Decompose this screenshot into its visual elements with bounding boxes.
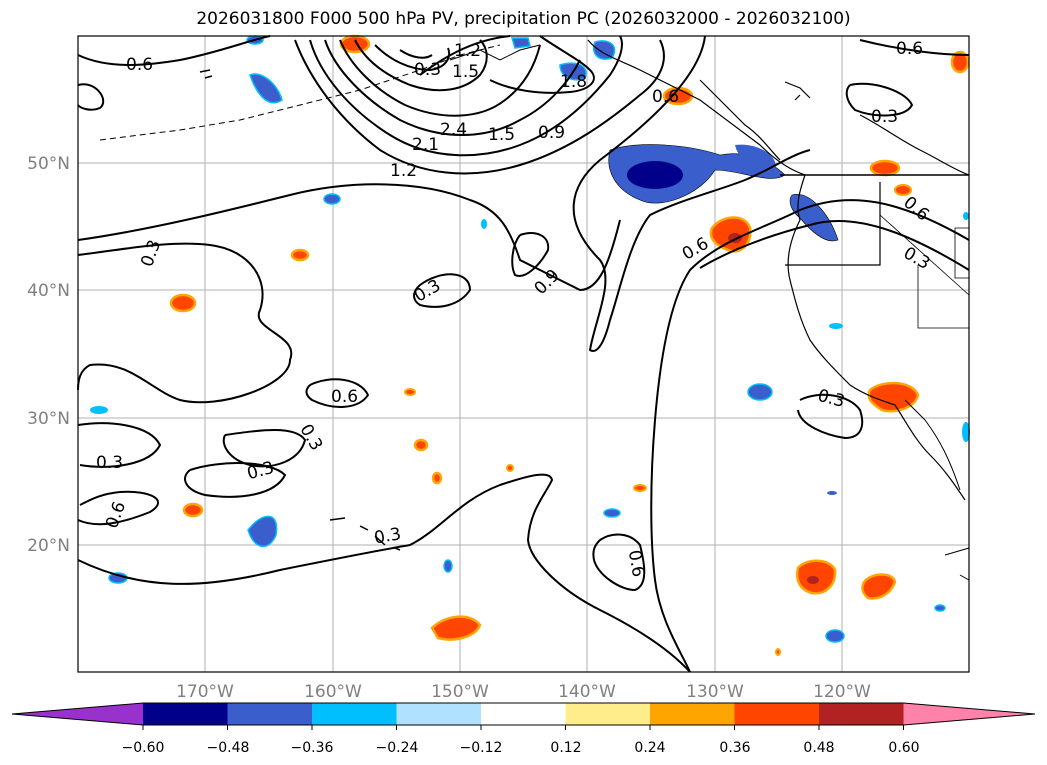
contour-label: 0.6 bbox=[331, 387, 358, 407]
contour-label: 0.9 bbox=[538, 123, 565, 143]
map-title: 2026031800 F000 500 hPa PV, precipitatio… bbox=[196, 9, 851, 29]
contour-label: 0.6 bbox=[624, 549, 648, 579]
colorbar-tick-label: 0.12 bbox=[550, 740, 581, 756]
colorbar-tick-label: 0.36 bbox=[719, 740, 750, 756]
lon-label-120w: 120°W bbox=[813, 682, 871, 702]
lon-label-140w: 140°W bbox=[558, 682, 616, 702]
contour-label: 0.6 bbox=[652, 87, 679, 107]
lat-label-20n: 20°N bbox=[27, 536, 70, 556]
contour-label: 1.2 bbox=[454, 41, 481, 61]
contour-label: 0.3 bbox=[96, 453, 123, 473]
map-border bbox=[77, 35, 970, 673]
colorbar-segment bbox=[481, 703, 566, 725]
colorbar-segment bbox=[12, 703, 143, 725]
contour-label: 0.6 bbox=[126, 55, 153, 75]
colorbar-segment bbox=[819, 703, 904, 725]
contour-label: 0.3 bbox=[414, 60, 441, 80]
contour-label: 0.3 bbox=[373, 524, 403, 548]
contour-label: 1.8 bbox=[560, 72, 587, 92]
latitude-labels: 50°N 40°N 30°N 20°N bbox=[27, 154, 70, 556]
contour-label: 0.3 bbox=[871, 107, 898, 127]
lon-label-160w: 160°W bbox=[304, 682, 362, 702]
lat-label-50n: 50°N bbox=[27, 154, 70, 174]
lat-label-30n: 30°N bbox=[27, 409, 70, 429]
colorbar-segment bbox=[227, 703, 313, 725]
colorbar-segment bbox=[734, 703, 820, 725]
colorbar-segment bbox=[312, 703, 397, 725]
longitude-labels: 170°W 160°W 150°W 140°W 130°W 120°W bbox=[176, 682, 871, 702]
colorbar-segment bbox=[565, 703, 651, 725]
precip-negative-areas bbox=[90, 35, 970, 643]
lon-label-170w: 170°W bbox=[176, 682, 234, 702]
lon-label-150w: 150°W bbox=[431, 682, 489, 702]
colorbar-segment bbox=[396, 703, 482, 725]
pv-contours bbox=[77, 35, 970, 673]
contour-label: 1.5 bbox=[488, 125, 515, 145]
lon-label-130w: 130°W bbox=[686, 682, 744, 702]
precip-positive-areas bbox=[169, 34, 970, 656]
colorbar-tick-labels: −0.60 −0.48 −0.36 −0.24 −0.12 0.12 0.24 … bbox=[122, 740, 920, 756]
colorbar bbox=[11, 702, 1036, 730]
colorbar-tick-label: 0.60 bbox=[888, 740, 919, 756]
colorbar-segment bbox=[143, 703, 228, 725]
colorbar-tick-label: −0.36 bbox=[291, 740, 334, 756]
colorbar-tick-label: −0.12 bbox=[460, 740, 503, 756]
contour-label: 2.1 bbox=[412, 135, 439, 155]
colorbar-tick-label: −0.24 bbox=[376, 740, 419, 756]
contour-label: 1.5 bbox=[452, 62, 479, 82]
colorbar-tick-label: −0.48 bbox=[207, 740, 250, 756]
colorbar-tick-label: 0.48 bbox=[803, 740, 834, 756]
colorbar-segment bbox=[903, 703, 1035, 725]
lat-label-40n: 40°N bbox=[27, 281, 70, 301]
colorbar-tick-label: 0.24 bbox=[634, 740, 665, 756]
colorbar-tick-label: −0.60 bbox=[122, 740, 165, 756]
contour-label: 1.2 bbox=[390, 161, 417, 181]
contour-label: 2.4 bbox=[440, 120, 467, 140]
coastlines bbox=[99, 39, 970, 581]
colorbar-segment bbox=[650, 703, 735, 725]
contour-label: 0.6 bbox=[896, 39, 923, 59]
